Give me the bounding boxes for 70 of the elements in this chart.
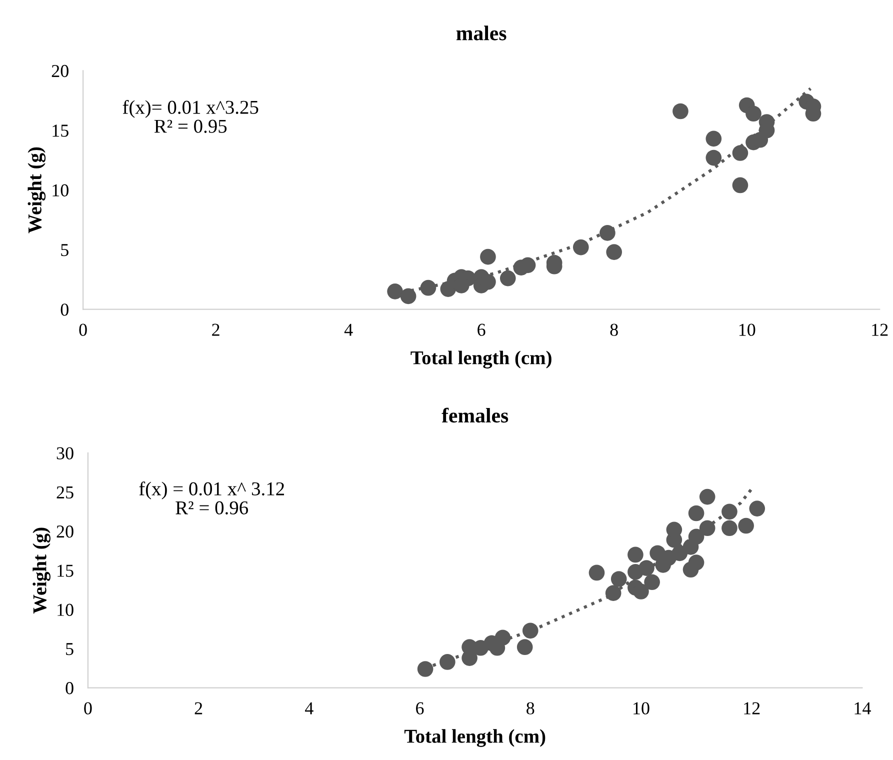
x-tick-label: 8 <box>526 702 534 714</box>
point <box>732 177 748 194</box>
point <box>688 505 704 522</box>
y-tick-label: 0 <box>60 304 68 316</box>
point <box>722 504 738 520</box>
point <box>605 585 622 601</box>
x-tick-label: 6 <box>416 702 424 714</box>
y-tick-label: 10 <box>52 184 68 196</box>
chart-title: males <box>456 26 506 40</box>
x-tick-label: 14 <box>854 702 871 714</box>
x-axis-title: Total length (cm) <box>410 350 552 368</box>
point <box>522 622 538 639</box>
point <box>387 284 403 300</box>
x-tick-label: 8 <box>610 324 618 336</box>
x-tick-label: 10 <box>739 324 756 336</box>
point <box>722 520 738 536</box>
point <box>688 528 704 545</box>
x-tick-label: 0 <box>79 324 87 336</box>
y-tick-label: 15 <box>52 124 68 137</box>
x-tick-label: 4 <box>305 702 314 714</box>
y-tick-label: 25 <box>56 486 74 499</box>
point <box>516 639 533 656</box>
y-tick-label: 5 <box>66 643 74 656</box>
x-tick-label: 12 <box>872 324 888 336</box>
point <box>500 270 516 286</box>
annotation: f(x)= 0.01 x^3.25 R² = 0.95 <box>122 100 258 133</box>
point <box>633 584 649 600</box>
point <box>628 546 644 563</box>
x-tick-label: 0 <box>84 702 92 714</box>
y-tick-label: 10 <box>58 604 74 616</box>
y-tick-label: 30 <box>56 447 74 460</box>
point <box>417 661 434 677</box>
x-tick-label: 2 <box>212 324 220 336</box>
point <box>606 244 622 260</box>
y-axis-title: Weight (g) <box>28 147 46 234</box>
point <box>706 150 722 166</box>
point <box>749 500 766 516</box>
point <box>699 520 716 536</box>
point <box>588 564 605 581</box>
point <box>732 145 748 161</box>
point <box>440 654 456 670</box>
point <box>572 239 589 256</box>
x-tick-label: 10 <box>634 702 650 714</box>
y-axis-title: Weight (g) <box>32 528 50 614</box>
y-tick-label: 0 <box>66 682 74 694</box>
x-tick-label: 6 <box>478 324 486 336</box>
point <box>738 518 754 534</box>
point <box>610 571 627 587</box>
point <box>688 554 704 570</box>
chart-title: females <box>442 408 508 423</box>
annotation: f(x) = 0.01 x^ 3.12 R² = 0.96 <box>139 482 284 514</box>
point <box>400 288 416 304</box>
x-tick-label: 12 <box>744 702 760 714</box>
point <box>706 130 722 147</box>
y-tick-label: 15 <box>58 564 74 577</box>
x-tick-label: 4 <box>344 324 353 336</box>
x-tick-label: 2 <box>194 702 202 714</box>
y-tick-label: 5 <box>61 244 68 256</box>
point <box>672 103 688 120</box>
point <box>600 225 616 241</box>
y-tick-label: 20 <box>56 525 74 538</box>
x-axis-title: Total length (cm) <box>404 729 546 747</box>
point <box>644 574 660 590</box>
point <box>699 488 716 505</box>
point <box>638 560 654 576</box>
point <box>746 106 762 122</box>
point <box>420 280 436 296</box>
point <box>480 248 496 265</box>
point <box>494 630 511 646</box>
y-tick-label: 20 <box>52 64 68 78</box>
